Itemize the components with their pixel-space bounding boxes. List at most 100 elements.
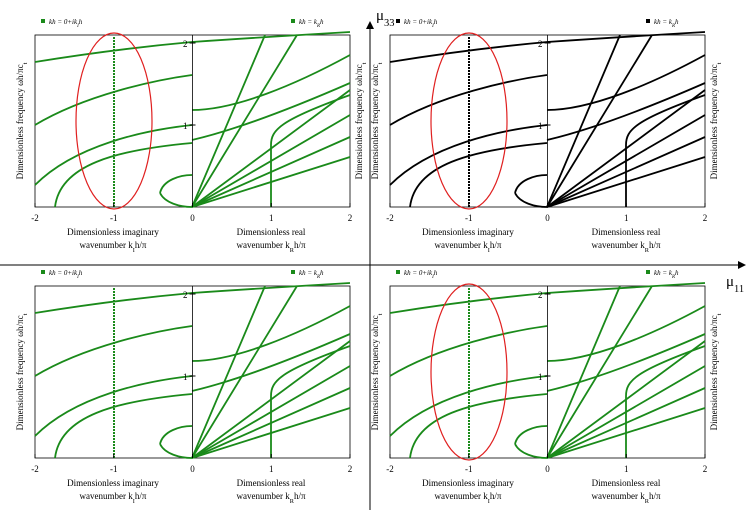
y-tick-label: 1 bbox=[538, 121, 543, 131]
x-label-line2: wavenumber kRh/π bbox=[237, 240, 306, 254]
x-label-line2-part: h/π bbox=[294, 491, 306, 501]
legend-swatch bbox=[291, 270, 295, 274]
x-label-line2-part: h/π bbox=[294, 240, 306, 250]
x-label-line2-part: R bbox=[290, 498, 295, 505]
x-label-line2-part: h/π bbox=[490, 240, 502, 250]
x-tick-label: -1 bbox=[465, 464, 473, 474]
legend-left: kh = 0+ikIh bbox=[49, 18, 83, 29]
legend-right: kh = kRh bbox=[299, 269, 324, 280]
x-tick-label: -2 bbox=[31, 464, 39, 474]
x-label-line2: wavenumber kRh/π bbox=[592, 240, 661, 254]
legend-right: kh = kRh bbox=[654, 18, 679, 29]
x-label-line2: wavenumber kRh/π bbox=[237, 491, 306, 505]
x-tick-label: -1 bbox=[110, 213, 118, 223]
y-tick-label: 2 bbox=[538, 39, 543, 49]
x-tick-label: 2 bbox=[348, 464, 353, 474]
y-label-right-part: Dimensionless frequency ωh/πc bbox=[709, 315, 719, 430]
y-label-right-part: Dimensionless frequency ωh/πc bbox=[354, 64, 364, 179]
legend-swatch bbox=[646, 19, 650, 23]
x-tick-label: 0 bbox=[190, 464, 195, 474]
mu33-label: μ33 bbox=[376, 8, 395, 29]
y-label-right-part: t bbox=[361, 62, 368, 64]
legend-left-part: h bbox=[434, 269, 438, 277]
x-tick-label: 1 bbox=[269, 213, 274, 223]
x-tick-label: -2 bbox=[386, 213, 394, 223]
y-label-right: Dimensionless frequency ωh/πct bbox=[354, 62, 368, 179]
legend-swatch bbox=[41, 270, 45, 274]
x-label-line2-part: I bbox=[488, 498, 490, 505]
legend-right-part: kh = k bbox=[299, 18, 318, 26]
y-label: Dimensionless frequency ωh/πct bbox=[15, 313, 29, 430]
x-label-line2-part: wavenumber k bbox=[237, 491, 291, 501]
y-label: Dimensionless frequency ωh/πct bbox=[370, 62, 384, 179]
panel: -2 -1 0 1 2 1 2 Dimensionless imaginary Dimensio… bbox=[31, 270, 352, 488]
y-label-part: t bbox=[377, 313, 384, 315]
x-tick-label: 0 bbox=[545, 464, 550, 474]
x-label-line2: wavenumber kIh/π bbox=[80, 491, 147, 505]
legend-right-part: h bbox=[675, 269, 679, 277]
legend-left-part: kh = 0+ik bbox=[49, 269, 78, 277]
x-label-line2-part: h/π bbox=[649, 491, 661, 501]
x-label-line2-part: R bbox=[645, 247, 650, 254]
highlight-ellipse bbox=[75, 32, 153, 210]
legend-right-part: R bbox=[671, 275, 675, 280]
legend-left-part: h bbox=[434, 18, 438, 26]
legend-left: kh = 0+ikIh bbox=[404, 18, 438, 29]
y-tick-label: 2 bbox=[183, 290, 188, 300]
x-label-line2-part: h/π bbox=[490, 491, 502, 501]
y-label-part: Dimensionless frequency ωh/πc bbox=[15, 315, 25, 430]
y-label-part: Dimensionless frequency ωh/πc bbox=[15, 64, 25, 179]
legend-left: kh = 0+ikIh bbox=[404, 269, 438, 280]
legend-left-part: kh = 0+ik bbox=[404, 269, 433, 277]
y-label-part: Dimensionless frequency ωh/πc bbox=[370, 64, 380, 179]
x-label-line1: Dimensionless real bbox=[592, 227, 661, 237]
x-label-line2: wavenumber kIh/π bbox=[435, 491, 502, 505]
x-tick-label: -1 bbox=[465, 213, 473, 223]
legend-left-part: I bbox=[76, 24, 79, 29]
x-label-line2-part: wavenumber k bbox=[237, 240, 291, 250]
y-label-part: t bbox=[22, 62, 29, 64]
x-label-line2-part: I bbox=[133, 247, 135, 254]
legend-right: kh = kRh bbox=[654, 269, 679, 280]
legend-left-part: I bbox=[431, 24, 434, 29]
y-label-part: t bbox=[377, 62, 384, 64]
panel: -2 -1 0 1 2 1 2 Dimensionless imaginary Dimensio… bbox=[386, 19, 707, 237]
x-label-line1: Dimensionless imaginary bbox=[422, 478, 514, 488]
x-tick-label: 1 bbox=[269, 464, 274, 474]
y-label-part: Dimensionless frequency ωh/πc bbox=[370, 315, 380, 430]
legend-left-part: h bbox=[79, 269, 83, 277]
x-label-line1: Dimensionless imaginary bbox=[67, 478, 159, 488]
legend-swatch bbox=[41, 19, 45, 23]
x-tick-label: 1 bbox=[624, 213, 629, 223]
y-label-right-part: Dimensionless frequency ωh/πc bbox=[709, 64, 719, 179]
x-tick-label: 2 bbox=[703, 213, 708, 223]
x-label-line2: wavenumber kIh/π bbox=[80, 240, 147, 254]
legend-left: kh = 0+ikIh bbox=[49, 269, 83, 280]
x-tick-label: -1 bbox=[110, 464, 118, 474]
panel: -2 -1 0 1 2 1 2 Dimensionless imaginary Dimensio… bbox=[386, 270, 707, 488]
legend-left-part: I bbox=[431, 275, 434, 280]
panel: -2 -1 0 1 2 1 2 Dimensionless imaginary Dimensio… bbox=[31, 19, 352, 237]
x-label-line2-part: h/π bbox=[649, 240, 661, 250]
x-label-line2-part: wavenumber k bbox=[592, 491, 646, 501]
y-tick-label: 1 bbox=[183, 372, 188, 382]
legend-right-part: R bbox=[316, 24, 320, 29]
x-label-line2-part: h/π bbox=[135, 240, 147, 250]
x-label-line2-part: wavenumber k bbox=[435, 491, 489, 501]
y-tick-label: 1 bbox=[538, 372, 543, 382]
legend-swatch bbox=[646, 270, 650, 274]
legend-left-part: h bbox=[79, 18, 83, 26]
legend-right: kh = kRh bbox=[299, 18, 324, 29]
legend-right-part: h bbox=[320, 269, 324, 277]
legend-right-part: R bbox=[316, 275, 320, 280]
x-label-line2: wavenumber kIh/π bbox=[435, 240, 502, 254]
x-tick-label: -2 bbox=[386, 464, 394, 474]
legend-right-part: kh = k bbox=[654, 18, 673, 26]
x-label-line1: Dimensionless imaginary bbox=[422, 227, 514, 237]
x-label-line2-part: R bbox=[645, 498, 650, 505]
y-label-right-part: t bbox=[716, 62, 723, 64]
x-label-line2-part: wavenumber k bbox=[592, 240, 646, 250]
legend-swatch bbox=[396, 19, 400, 23]
x-label-line2-part: I bbox=[133, 498, 135, 505]
y-tick-label: 1 bbox=[183, 121, 188, 131]
